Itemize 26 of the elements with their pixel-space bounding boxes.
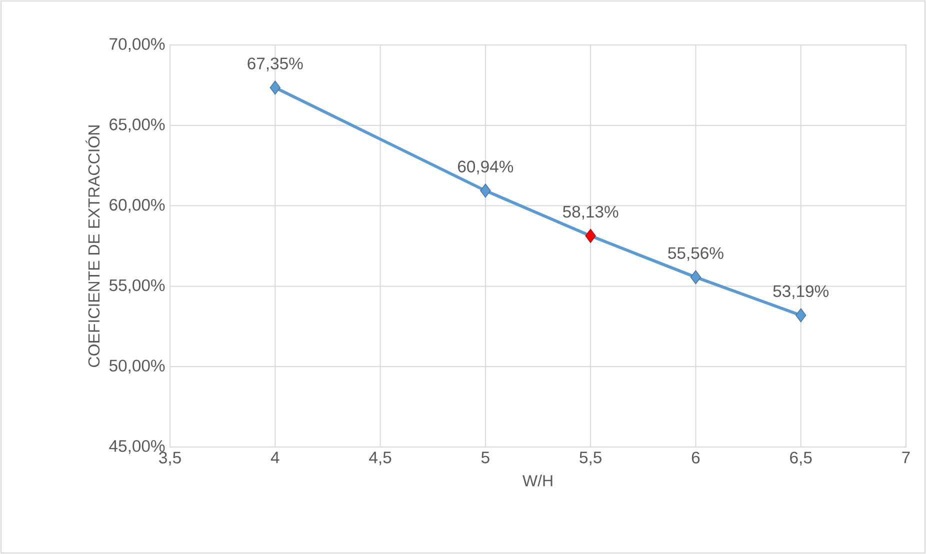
x-tick-label: 5: [481, 452, 490, 464]
x-tick-label: 4: [270, 452, 280, 464]
x-tick-label: 7: [902, 452, 910, 464]
point: [796, 308, 806, 322]
data-label: 53,19%: [773, 285, 829, 300]
y-axis-title: COEFICIENTE DE EXTRACCIÓN: [86, 126, 100, 367]
y-tick-label: 50,00%: [109, 360, 165, 374]
y-tick-label: 45,00%: [109, 440, 165, 454]
data-label: 67,35%: [248, 58, 303, 72]
point: [585, 228, 596, 243]
x-axis-title: W/H: [522, 474, 552, 486]
y-tick-label: 55,00%: [109, 279, 165, 294]
point: [690, 270, 702, 284]
data-label: 60,94%: [458, 160, 514, 174]
point: [270, 80, 280, 95]
x-tick-label: 3,5: [159, 452, 181, 466]
data-label: 58,13%: [562, 206, 618, 220]
y-tick-label: 60,00%: [110, 198, 165, 213]
x-tick-label: 5,5: [580, 452, 602, 466]
y-tick-label: 65,00%: [110, 118, 165, 132]
x-tick-label: 6: [692, 452, 700, 464]
point: [480, 184, 491, 198]
y-tick-label: 70,00%: [110, 38, 165, 52]
x-tick-label: 4,5: [369, 452, 392, 466]
data-label: 55,56%: [668, 247, 724, 261]
x-tick-label: 6,5: [790, 452, 812, 466]
